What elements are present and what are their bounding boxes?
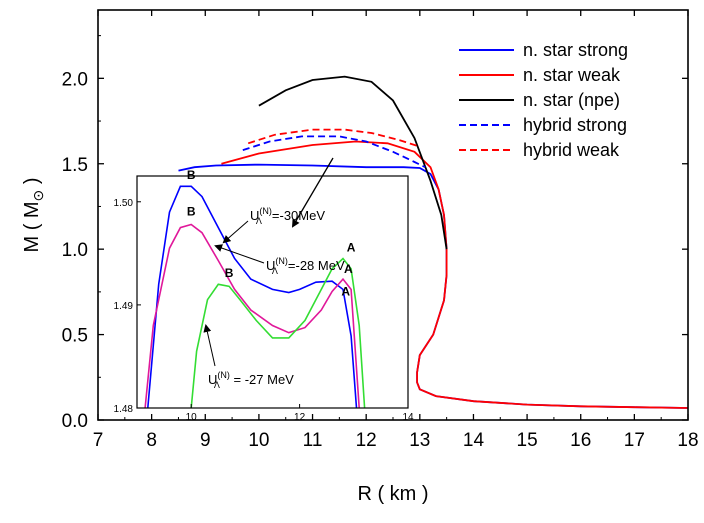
inset-y-tick-label: 1.49 [114, 301, 134, 312]
x-tick-label: 9 [200, 430, 211, 451]
inset-point-label-b: B [225, 266, 234, 280]
main-ticks: 7 8 9 10 11 12 13 14 15 16 17 180.00.51.01.52.0 [62, 10, 699, 451]
x-axis-title: R ( km ) [357, 483, 428, 505]
annotation-arrow-27 [203, 324, 216, 367]
annotation-arrow-28 [214, 244, 265, 264]
series-line-hybrid-strong [242, 135, 426, 169]
annotation-u28: U(N) Λ =-28 MeV [266, 256, 345, 276]
x-tick-label: 14 [463, 430, 485, 451]
x-tick-label: 11 [303, 430, 323, 451]
y-tick-label: 1.0 [62, 240, 88, 261]
inset-point-label-a: A [347, 240, 356, 254]
inset-x-tick-label: 14 [402, 412, 414, 423]
legend-label-n-star-npe: n. star (npe) [523, 90, 620, 110]
annotation-u30: U(N) Λ =-30MeV [250, 206, 325, 226]
inset-series-group [144, 185, 366, 408]
y-tick-label: 1.5 [62, 155, 88, 176]
annotation-u27: U(N) Λ = -27 MeV [208, 370, 294, 390]
legend: n. star strong n. star weak n. star (npe) h… [459, 40, 628, 160]
legend-label-hybrid-strong: hybrid strong [523, 115, 627, 135]
series-line-n-star-npe [258, 75, 448, 250]
inset-series-line-1 [147, 185, 358, 408]
x-tick-label: 7 [93, 430, 104, 451]
inset-x-tick-label: 10 [186, 412, 198, 423]
legend-label-n-star-weak: n. star weak [523, 65, 621, 85]
x-tick-label: 10 [248, 430, 269, 451]
x-tick-label: 8 [146, 430, 157, 451]
inset-series-line-3 [190, 257, 366, 408]
inset-series-line-2 [144, 223, 360, 408]
series-line-hybrid-weak [247, 128, 421, 148]
zoom-arrow [291, 157, 334, 228]
inset-point-label-b: B [187, 168, 196, 182]
y-tick-label: 0.0 [62, 411, 88, 432]
annotations: U(N) Λ =-30MeV U(N) Λ =-28 MeV U(N) Λ = -27 M… [203, 206, 345, 390]
legend-label-hybrid-weak: hybrid weak [523, 140, 620, 160]
inset-frame [136, 175, 409, 409]
y-tick-label: 2.0 [62, 69, 88, 90]
x-tick-label: 12 [356, 430, 377, 451]
x-tick-label: 16 [570, 430, 591, 451]
inset-ticks: 10 12 14 1.48 1.49 1.50 [114, 198, 414, 423]
y-axis-title: M ( M⊙ ) [21, 177, 46, 252]
inset-point-label-b: B [187, 204, 196, 218]
series-line-n-star-weak [221, 140, 688, 409]
inset-point-label-a: A [344, 262, 353, 276]
y-tick-label: 0.5 [62, 326, 88, 347]
main-series-group [178, 75, 688, 409]
x-tick-label: 15 [517, 430, 538, 451]
x-tick-label: 17 [624, 430, 645, 451]
inset-y-tick-label: 1.48 [114, 404, 134, 415]
inset-y-tick-label: 1.50 [114, 198, 134, 209]
main-plot: 7 8 9 10 11 12 13 14 15 16 17 180.00.51.01.52.0 R (… [21, 9, 699, 505]
x-tick-label: 13 [409, 430, 430, 451]
annotation-arrow-30 [222, 220, 249, 244]
legend-label-n-star-strong: n. star strong [523, 40, 628, 60]
x-tick-label: 18 [677, 430, 698, 451]
inset-x-tick-label: 12 [294, 412, 306, 423]
inset-point-label-a: A [341, 285, 350, 299]
